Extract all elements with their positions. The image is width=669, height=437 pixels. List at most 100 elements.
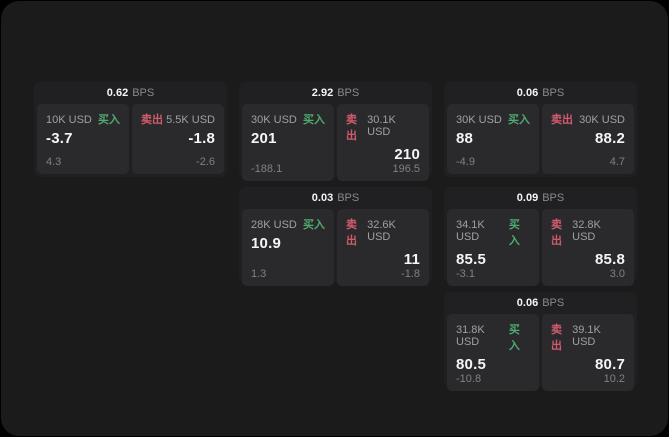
buy-panel-top: 30K USD 买入	[456, 111, 530, 127]
card-header: 0.06 BPS	[447, 82, 634, 104]
buy-panel[interactable]: 31.8K USD 买入 80.5 -10.8	[447, 314, 539, 391]
sell-panel[interactable]: 卖出 32.6K USD 11 -1.8	[337, 209, 429, 286]
sell-price: 85.8	[595, 251, 625, 268]
buy-side-label: 买入	[508, 219, 520, 247]
sell-panel-top: 卖出 39.1K USD	[551, 321, 625, 353]
buy-price: -3.7	[46, 130, 73, 147]
panels: 10K USD 买入 -3.7 4.3 卖出 5.5K USD -1.8 -2.…	[37, 104, 224, 174]
bps-value: 0.62	[106, 87, 129, 99]
card-header: 0.06 BPS	[447, 292, 634, 314]
bps-unit-label: BPS	[132, 87, 155, 99]
sell-size: 30K USD	[579, 114, 625, 126]
buy-panel-top: 10K USD 买入	[46, 111, 120, 127]
bps-value: 0.03	[311, 192, 334, 204]
card-header: 0.62 BPS	[37, 82, 224, 104]
sell-panel-top: 卖出 32.6K USD	[346, 216, 420, 248]
bps-value: 0.06	[516, 87, 539, 99]
sell-size: 32.8K USD	[572, 219, 601, 243]
sell-panel[interactable]: 卖出 30K USD 88.2 4.7	[542, 104, 634, 174]
sell-panel-top: 卖出 30K USD	[551, 111, 625, 127]
bps-unit-label: BPS	[542, 87, 565, 99]
sell-delta: -1.8	[401, 268, 420, 280]
sell-price: -1.8	[188, 130, 215, 147]
buy-side-label: 买入	[98, 114, 120, 126]
panels: 28K USD 买入 10.9 1.3 卖出 32.6K USD 11 -1.8	[242, 209, 429, 286]
sell-side-label: 卖出	[551, 219, 562, 247]
sell-panel-top: 卖出 30.1K USD	[346, 111, 420, 143]
sell-panel-top: 卖出 32.8K USD	[551, 216, 625, 248]
sell-price: 11	[403, 251, 420, 268]
sell-side-label: 卖出	[551, 324, 562, 352]
buy-panel-top: 34.1K USD 买入	[456, 216, 530, 248]
bps-unit-label: BPS	[337, 192, 360, 204]
sell-size: 39.1K USD	[572, 324, 601, 348]
buy-price: 85.5	[456, 251, 486, 268]
sell-size: 30.1K USD	[367, 114, 396, 138]
buy-size: 34.1K USD	[456, 219, 485, 243]
card-header: 0.03 BPS	[242, 187, 429, 209]
buy-side-label: 买入	[508, 114, 530, 126]
sell-panel[interactable]: 卖出 32.8K USD 85.8 3.0	[542, 209, 634, 286]
quote-card: 0.09 BPS 34.1K USD 买入 85.5 -3.1 卖出 32.8K…	[444, 187, 637, 286]
sell-side-label: 卖出	[346, 114, 357, 142]
buy-panel-top: 31.8K USD 买入	[456, 321, 530, 353]
buy-panel[interactable]: 30K USD 买入 201 -188.1	[242, 104, 334, 181]
sell-price: 80.7	[595, 356, 625, 373]
buy-price: 88	[456, 130, 474, 147]
sell-side-label: 卖出	[551, 114, 573, 126]
bps-unit-label: BPS	[337, 87, 360, 99]
sell-side-label: 卖出	[346, 219, 357, 247]
buy-delta: 1.3	[251, 268, 267, 280]
buy-panel-top: 28K USD 买入	[251, 216, 325, 232]
buy-panel[interactable]: 10K USD 买入 -3.7 4.3	[37, 104, 129, 174]
buy-delta: 4.3	[46, 156, 62, 168]
buy-delta: -4.9	[456, 156, 475, 168]
buy-panel[interactable]: 30K USD 买入 88 -4.9	[447, 104, 539, 174]
quote-card: 0.06 BPS 30K USD 买入 88 -4.9 卖出 30K USD 8…	[444, 82, 637, 177]
panels: 31.8K USD 买入 80.5 -10.8 卖出 39.1K USD 80.…	[447, 314, 634, 391]
buy-side-label: 买入	[303, 219, 325, 231]
sell-panel-top: 卖出 5.5K USD	[141, 111, 215, 127]
sell-delta: 4.7	[609, 156, 625, 168]
buy-panel[interactable]: 28K USD 买入 10.9 1.3	[242, 209, 334, 286]
sell-delta: -2.6	[196, 156, 215, 168]
sell-side-label: 卖出	[141, 114, 163, 126]
sell-delta: 10.2	[603, 373, 625, 385]
bps-value: 2.92	[311, 87, 334, 99]
quotes-grid: 0.62 BPS 10K USD 买入 -3.7 4.3 卖出 5.5K USD…	[34, 82, 637, 391]
buy-panel-top: 30K USD 买入	[251, 111, 325, 127]
sell-price: 88.2	[595, 130, 625, 147]
buy-price: 80.5	[456, 356, 486, 373]
sell-panel[interactable]: 卖出 5.5K USD -1.8 -2.6	[132, 104, 224, 174]
bps-unit-label: BPS	[542, 192, 565, 204]
sell-size: 5.5K USD	[166, 114, 215, 126]
buy-side-label: 买入	[303, 114, 325, 126]
buy-panel[interactable]: 34.1K USD 买入 85.5 -3.1	[447, 209, 539, 286]
sell-panel[interactable]: 卖出 30.1K USD 210 196.5	[337, 104, 429, 181]
sell-delta: 196.5	[392, 163, 420, 175]
bps-unit-label: BPS	[542, 297, 565, 309]
buy-delta: -188.1	[251, 163, 283, 175]
panels: 30K USD 买入 88 -4.9 卖出 30K USD 88.2 4.7	[447, 104, 634, 174]
buy-size: 30K USD	[251, 114, 297, 126]
buy-price: 201	[251, 130, 277, 147]
buy-delta: -3.1	[456, 268, 475, 280]
quote-card: 0.62 BPS 10K USD 买入 -3.7 4.3 卖出 5.5K USD…	[34, 82, 227, 177]
buy-size: 30K USD	[456, 114, 502, 126]
buy-delta: -10.8	[456, 373, 482, 385]
buy-size: 10K USD	[46, 114, 92, 126]
sell-size: 32.6K USD	[367, 219, 396, 243]
buy-price: 10.9	[251, 235, 281, 252]
panels: 34.1K USD 买入 85.5 -3.1 卖出 32.8K USD 85.8…	[447, 209, 634, 286]
sell-panel[interactable]: 卖出 39.1K USD 80.7 10.2	[542, 314, 634, 391]
quote-card: 0.06 BPS 31.8K USD 买入 80.5 -10.8 卖出 39.1…	[444, 292, 637, 391]
quote-card: 0.03 BPS 28K USD 买入 10.9 1.3 卖出 32.6K US…	[239, 187, 432, 286]
panels: 30K USD 买入 201 -188.1 卖出 30.1K USD 210 1…	[242, 104, 429, 181]
sell-price: 210	[394, 146, 420, 163]
bps-value: 0.09	[516, 192, 539, 204]
sell-delta: 3.0	[609, 268, 625, 280]
buy-side-label: 买入	[508, 324, 520, 352]
quote-card: 2.92 BPS 30K USD 买入 201 -188.1 卖出 30.1K …	[239, 82, 432, 181]
buy-size: 28K USD	[251, 219, 297, 231]
